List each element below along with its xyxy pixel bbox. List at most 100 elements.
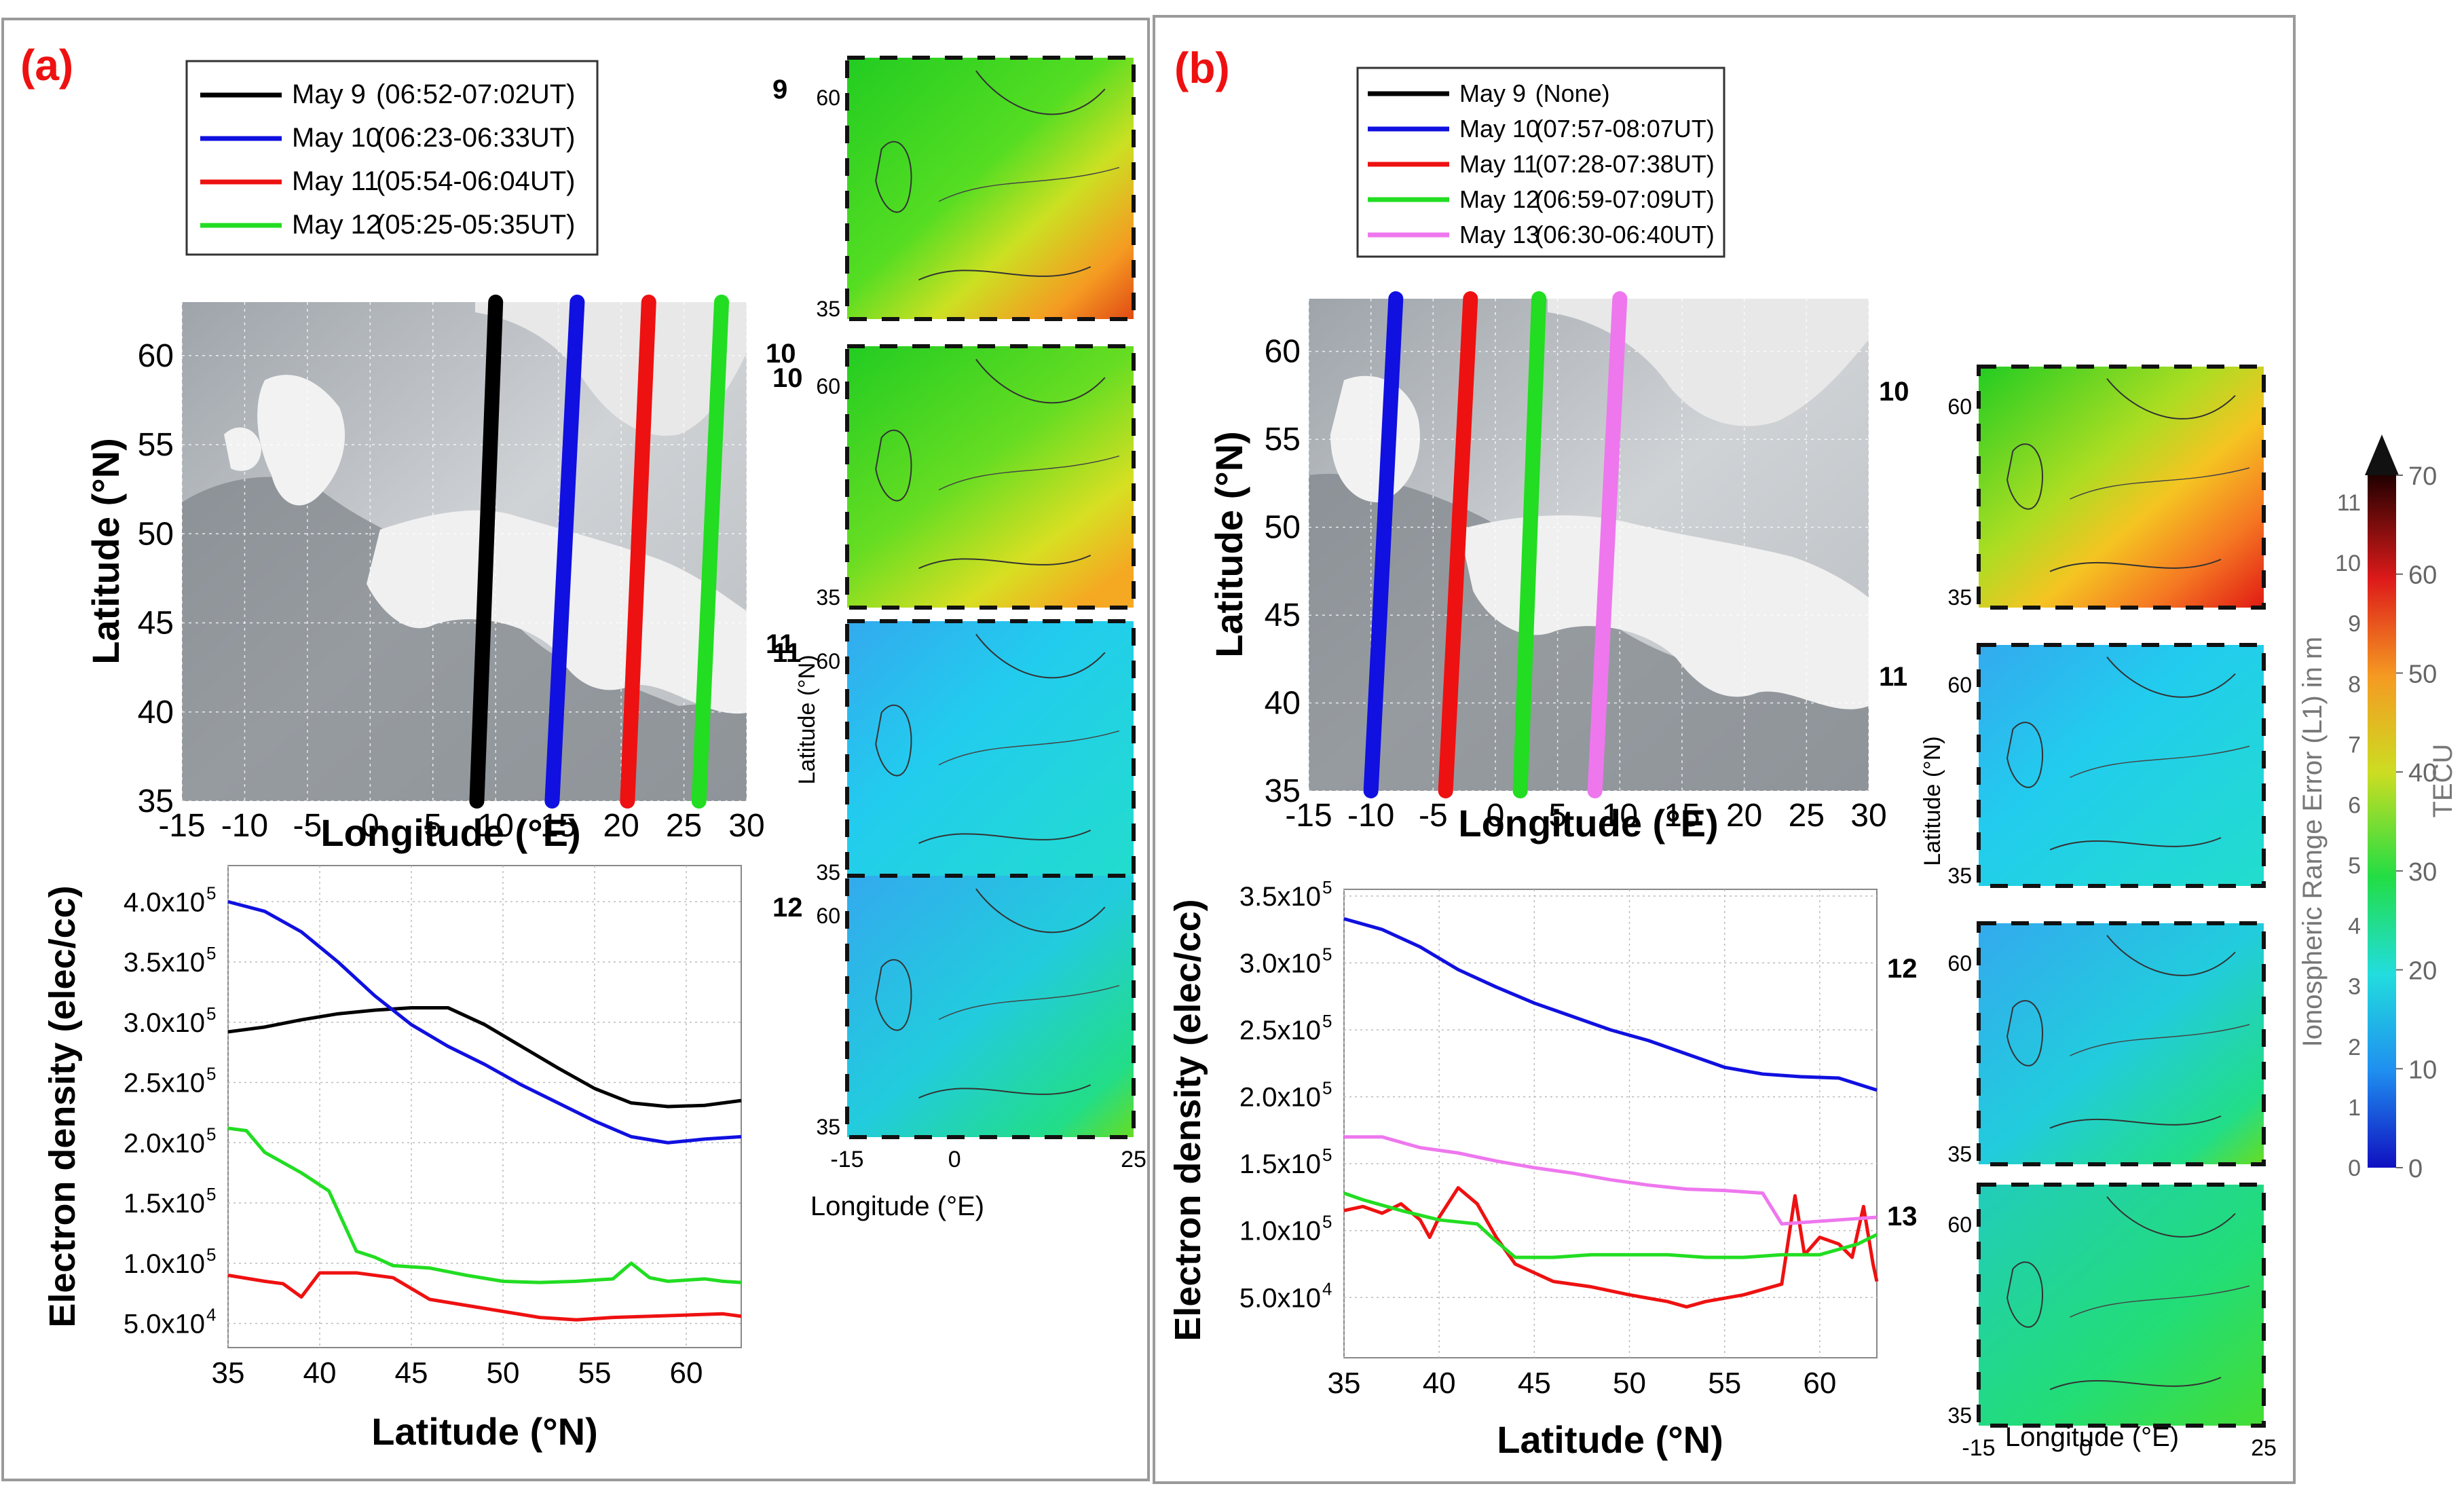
legend-time-4: (05:25-05:35UT) <box>376 210 575 240</box>
tec-map-ytick-top: 60 <box>1947 951 1972 976</box>
tec-map-coastline-south <box>2049 837 2222 851</box>
density-line-may-12 <box>1343 1191 1878 1259</box>
colorbar-tick-m: 2 <box>2348 1035 2361 1060</box>
legend-day-3: May 11 <box>1459 150 1537 178</box>
track-may-9 <box>469 295 504 809</box>
track-may-12 <box>691 295 730 809</box>
density-xtick-label: 60 <box>670 1356 703 1390</box>
tec-map-contour <box>2070 1285 2250 1318</box>
panel-b-map-xlabel: Longitude (°E) <box>1458 802 1718 845</box>
panel-a-map-tracks <box>469 295 730 809</box>
map-xtick-label: -15 <box>158 808 205 844</box>
tec-map-coastline-scandinavia <box>2106 1196 2236 1238</box>
panel-b-map-tracks <box>1363 291 1628 798</box>
tec-map-ytick-top: 60 <box>816 649 840 673</box>
legend-day-1: May 9 <box>1459 79 1526 107</box>
tec-map-day-label: 9 <box>772 75 787 105</box>
track-may-11 <box>1438 291 1478 798</box>
tec-map-ytick-bottom: 35 <box>816 1115 840 1139</box>
density-ytick-mantissa: 1.0x10 <box>1239 1217 1321 1246</box>
tec-map-2 <box>845 344 1136 610</box>
density-ytick-exponent: 4 <box>1322 1278 1332 1299</box>
density-ytick-mantissa: 1.0x10 <box>124 1249 205 1279</box>
map-ytick-label: 45 <box>138 606 174 642</box>
tec-map-ytick-top: 60 <box>816 904 840 928</box>
tec-map-contour <box>938 984 1120 1020</box>
density-xtick-label: 35 <box>1328 1367 1361 1400</box>
density-ytick-exponent: 5 <box>206 883 216 903</box>
legend-day-2: May 10 <box>1459 115 1539 143</box>
tec-map-4 <box>1977 1183 2266 1428</box>
density-ytick-exponent: 5 <box>1322 1145 1332 1165</box>
panel-a-density-ylabel: Electron density (elec/cc) <box>42 885 83 1327</box>
tec-map-xtick: -15 <box>1962 1435 1995 1461</box>
map-ytick-label: 60 <box>138 338 174 374</box>
colorbar-tick-m: 5 <box>2348 853 2361 879</box>
tec-map-ytick-bottom: 35 <box>1947 1403 1972 1428</box>
tec-map-ytick-top: 60 <box>1947 673 1972 697</box>
tec-map-ytick-bottom: 35 <box>1947 864 1972 888</box>
panel-b-small-maps: 60 35 60 35 60 35 60 35 -15 0 25 <box>1947 365 2277 1461</box>
tec-map-contour <box>938 730 1120 766</box>
tec-map-coastline-britain <box>875 959 912 1031</box>
tec-map-coastline-britain <box>875 141 912 213</box>
panel-b-map-tick-labels: -15 -10 -5 0 5 10 15 20 25 30 35 40 45 50 55 60 <box>1265 334 1887 834</box>
density-ytick-exponent: 5 <box>206 1124 216 1144</box>
panel-b-density-plot-area <box>1343 889 1878 1358</box>
panel-a-map-tick-labels: -15 -10 -5 0 5 10 15 20 25 30 35 40 45 50 55 60 <box>138 338 765 844</box>
panel-b-map-day-10: 10 <box>1879 377 1909 407</box>
tec-map-coastline-britain <box>2006 1000 2043 1067</box>
tec-map-coastline-britain <box>2006 722 2043 788</box>
colorbar-gradient <box>2368 475 2396 1168</box>
density-ytick-mantissa: 5.0x10 <box>124 1310 205 1339</box>
panel-a-map-britain <box>257 375 346 506</box>
panel-a-density-lines <box>227 900 742 1322</box>
panel-b-density-chart: 35 40 45 50 55 605.0x10 41.0x10 51.5x10 52.0x10 5… <box>1168 877 1879 1461</box>
colorbar-tick-m: 9 <box>2348 611 2361 637</box>
panel-a-small-maps: 60 35 9 60 35 10 60 35 11 60 35 12 -15 0 25 <box>772 56 1146 1172</box>
map-xtick-label: 30 <box>728 808 764 844</box>
tec-map-coastline-south <box>2049 1115 2222 1129</box>
colorbar-tick-m: 4 <box>2348 914 2361 940</box>
tec-map-contour <box>2070 1024 2250 1056</box>
tec-map-ytick-bottom: 35 <box>1947 1142 1972 1166</box>
map-ytick-label: 50 <box>138 516 174 552</box>
map-xtick-label: -5 <box>293 808 322 844</box>
density-ytick-mantissa: 1.5x10 <box>124 1189 205 1219</box>
colorbar-tick-m: 7 <box>2348 732 2361 758</box>
panel-a-map-day-11: 11 <box>766 629 794 659</box>
density-ytick-exponent: 5 <box>1322 1078 1332 1098</box>
legend-time-2: (06:23-06:33UT) <box>376 123 575 153</box>
colorbar-tick-m: 6 <box>2348 792 2361 818</box>
map-xtick-label: 5 <box>424 808 442 844</box>
colorbar-tick-tecu: 10 <box>2408 1056 2437 1084</box>
tec-map-1 <box>1977 365 2266 610</box>
map-ytick-label: 40 <box>138 694 174 730</box>
colorbar-tick-m: 0 <box>2348 1155 2361 1181</box>
map-xtick-label: 30 <box>1850 798 1886 834</box>
tec-map-coastline-south <box>918 555 1091 570</box>
track-may-10 <box>1363 291 1404 798</box>
panel-a-map-scandinavia <box>475 302 747 436</box>
tec-map-xtick: 0 <box>2079 1435 2092 1461</box>
map-xtick-label: -5 <box>1419 798 1448 834</box>
legend-time-4: (06:59-07:09UT) <box>1535 185 1715 213</box>
density-ytick-mantissa: 3.5x10 <box>124 948 205 978</box>
tec-map-coastline-britain <box>875 704 912 777</box>
panel-b-density-tick-labels: 35 40 45 50 55 605.0x10 41.0x10 51.5x10 52.0x10 5… <box>1239 877 1836 1400</box>
tec-map-coastline-scandinavia <box>975 358 1106 404</box>
density-ytick-exponent: 5 <box>1322 877 1332 897</box>
tec-map-contour <box>938 166 1120 202</box>
density-ytick-mantissa: 1.5x10 <box>1239 1149 1321 1179</box>
panel-a-label: (a) <box>20 41 73 90</box>
map-xtick-label: -10 <box>221 808 268 844</box>
tec-map-ytick-bottom: 35 <box>816 585 840 610</box>
tec-map-ytick-bottom: 35 <box>816 860 840 885</box>
density-ytick-exponent: 5 <box>206 1064 216 1084</box>
colorbar-tick-tecu: 50 <box>2408 660 2437 688</box>
track-may-12 <box>1512 291 1547 798</box>
panel-a-map-xlabel: Longitude (°E) <box>320 811 580 854</box>
panel-b-small-map-xlabel: Longitude (°E) <box>2005 1422 2179 1452</box>
tec-map-ytick-top: 60 <box>1947 1212 1972 1237</box>
panel-b-small-map-ylabel: Latitude (°N) <box>1920 736 1945 866</box>
